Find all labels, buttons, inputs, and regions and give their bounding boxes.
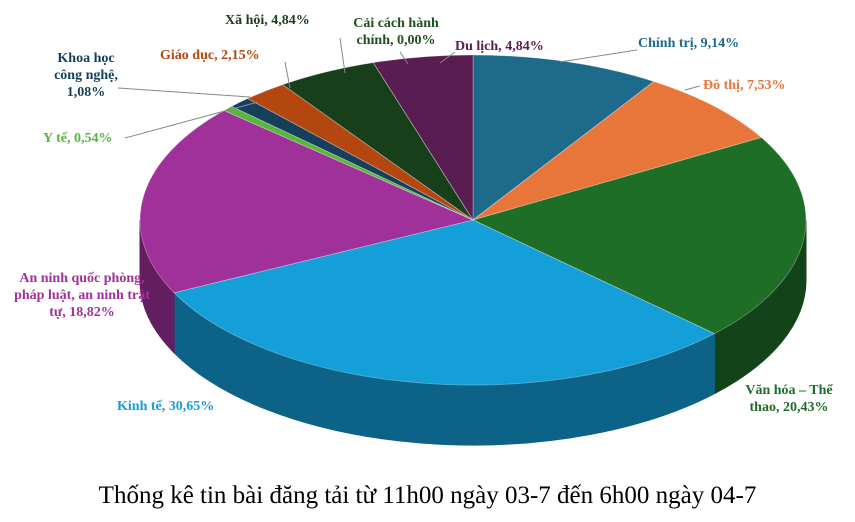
- leader-line: [339, 37, 346, 74]
- slice: [230, 98, 474, 221]
- category-label: Chính trị,: [638, 36, 698, 51]
- leader-line: [124, 101, 259, 139]
- category-label: Cải cách hành chính,: [353, 16, 439, 48]
- slice: [472, 54, 655, 221]
- data-label: Đô thị, 7,53%: [703, 77, 803, 94]
- slice: [472, 81, 763, 221]
- data-label: Kinh tế, 30,65%: [117, 398, 257, 415]
- data-label: Chính trị, 9,14%: [638, 35, 778, 52]
- value-label: 0,54%: [73, 131, 113, 146]
- leader-line: [439, 51, 456, 64]
- value-label: 4,84%: [505, 39, 544, 54]
- data-label: Cải cách hành chính, 0,00%: [340, 15, 452, 49]
- data-label: Văn hóa – Thể thao, 20,43%: [733, 382, 845, 416]
- category-label: Đô thị,: [703, 78, 744, 93]
- value-label: 18,82%: [69, 305, 115, 320]
- slice: [173, 219, 716, 386]
- value-label: 7,53%: [746, 78, 786, 93]
- category-label: Y tế,: [43, 131, 71, 146]
- slice: [372, 54, 474, 222]
- category-label: Khoa học công nghệ,: [54, 51, 118, 83]
- value-label: 20,43%: [782, 400, 829, 415]
- category-label: Giáo dục,: [160, 48, 218, 63]
- leader-lines: [117, 37, 701, 139]
- slice: [139, 110, 475, 294]
- leader-line: [284, 61, 291, 89]
- category-label: Du lịch,: [455, 39, 502, 54]
- leader-line: [399, 51, 409, 65]
- data-label: Y tế, 0,54%: [43, 130, 143, 147]
- value-label: 1,08%: [66, 85, 106, 100]
- data-label: An ninh quốc phòng, pháp luật, an ninh t…: [12, 270, 152, 321]
- category-label: Xã hội,: [225, 13, 268, 28]
- category-label: Kinh tế,: [117, 399, 166, 414]
- value-label: 4,84%: [271, 13, 310, 28]
- value-label: 9,14%: [700, 36, 740, 51]
- data-label: Khoa học công nghệ, 1,08%: [45, 50, 127, 101]
- value-label: 30,65%: [168, 399, 215, 414]
- value-label: 2,15%: [221, 48, 260, 63]
- slice: [246, 84, 474, 221]
- data-label: Du lịch, 4,84%: [455, 38, 575, 55]
- slice: [281, 62, 474, 221]
- value-label: 0,00%: [396, 33, 436, 48]
- leader-line: [559, 49, 638, 63]
- slice: [471, 137, 807, 335]
- leader-line: [684, 85, 701, 91]
- category-label: Văn hóa – Thể thao,: [745, 383, 833, 415]
- chart-title: Thống kê tin bài đăng tải từ 11h00 ngày …: [98, 482, 757, 509]
- slice: [223, 105, 474, 221]
- data-label: Xã hội, 4,84%: [225, 12, 345, 29]
- category-label: An ninh quốc phòng, pháp luật, an ninh t…: [14, 271, 150, 320]
- leader-line: [117, 87, 251, 98]
- data-label: Giáo dục, 2,15%: [160, 47, 300, 64]
